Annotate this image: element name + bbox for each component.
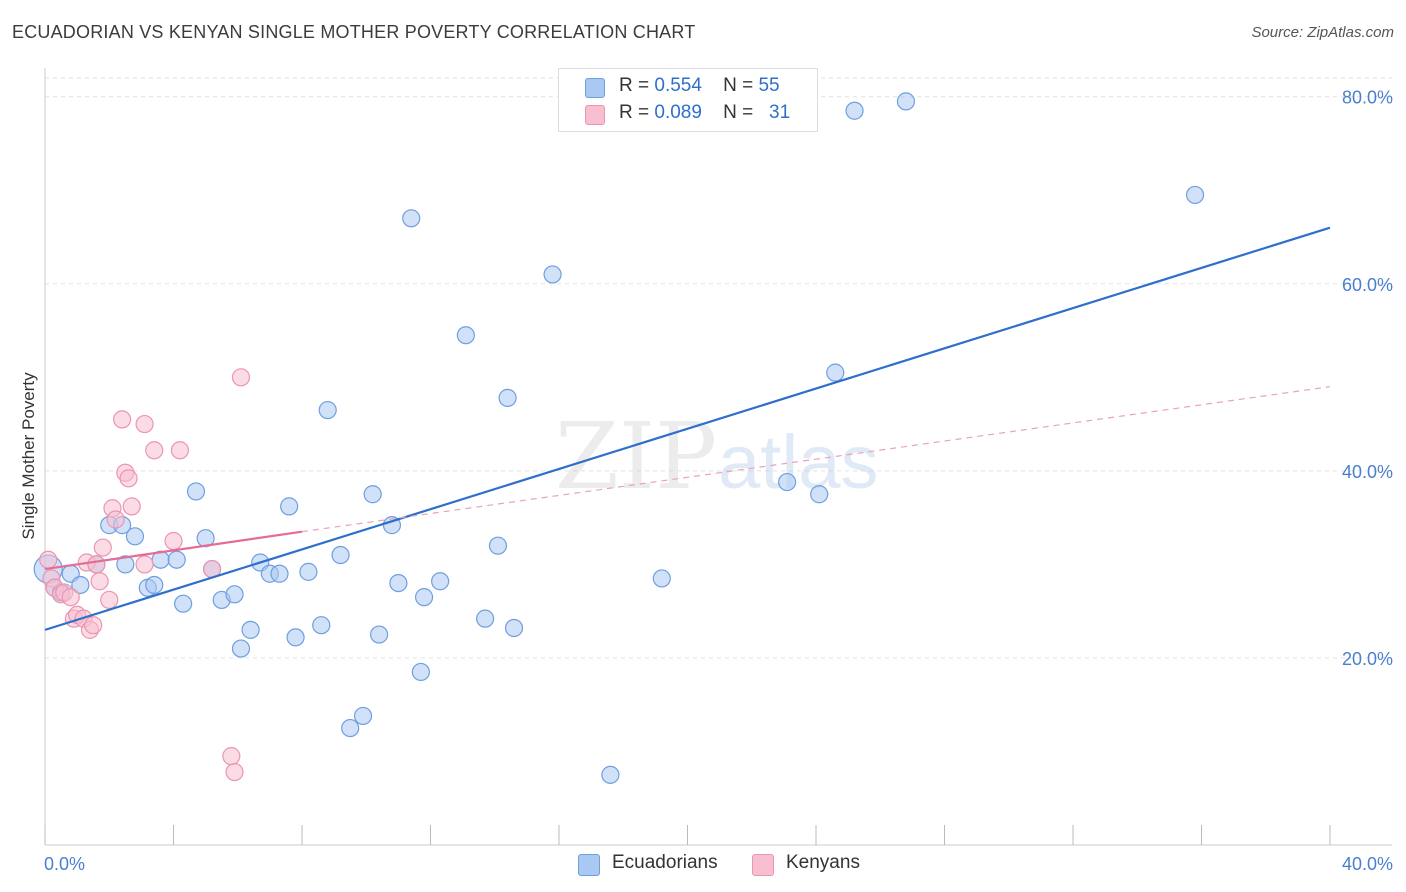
legend-n-value: 31 (769, 102, 791, 123)
y-tick-label: 40.0% (1342, 462, 1393, 482)
legend-swatch-kenyans (585, 105, 605, 125)
ecuadorians-point (299, 562, 318, 581)
ecuadorians-point (270, 564, 289, 583)
ecuadorians-point (286, 628, 305, 647)
ecuadorians-trend-line (44, 226, 1331, 631)
ecuadorians-point (431, 572, 450, 591)
kenyans-point (39, 550, 58, 569)
kenyans-point (112, 410, 132, 429)
legend-r-label: R = (619, 102, 650, 123)
bottom-legend-label: Ecuadorians (612, 852, 718, 873)
legend-swatch-ecuadorians (585, 78, 605, 98)
ecuadorians-point (845, 101, 864, 120)
ecuadorians-point (389, 573, 408, 593)
legend-n-label: N = (723, 75, 754, 96)
y-tick-label: 80.0% (1342, 88, 1393, 108)
ecuadorians-point (125, 527, 145, 546)
ecuadorians-point (353, 706, 373, 726)
ecuadorians-point (174, 594, 193, 613)
ecuadorians-point (777, 472, 797, 492)
ecuadorians-point (498, 388, 517, 407)
legend-r-label: R = (619, 75, 650, 96)
ecuadorians-point (318, 400, 337, 420)
ecuadorians-point (145, 575, 164, 595)
ecuadorians-point (601, 765, 620, 784)
ecuadorians-point (280, 497, 299, 516)
ecuadorians-point (167, 550, 186, 569)
y-tick-label: 20.0% (1342, 649, 1393, 669)
ecuadorians-point (810, 485, 829, 504)
ecuadorians-point (896, 92, 916, 111)
legend-text: R = 0.089 N = 31 (619, 102, 790, 124)
bottom-legend-swatch-kenyans (752, 854, 774, 876)
kenyans-point (170, 441, 190, 460)
kenyans-point (135, 414, 154, 434)
correlation-legend: R = 0.554 N = 55 R = 0.089 N = 31 (558, 68, 818, 132)
axes (44, 68, 1392, 846)
kenyans-trend-line (44, 530, 303, 571)
kenyans-point (225, 762, 244, 782)
watermark-atlas: atlas (718, 420, 879, 505)
legend-text: R = 0.554 N = 55 (619, 75, 780, 97)
ecuadorians-point (504, 618, 524, 638)
ecuadorians-point (71, 575, 90, 595)
watermark-zip: ZIP (555, 403, 717, 510)
legend-r-value: 0.089 (654, 102, 702, 123)
ecuadorians-point (543, 265, 562, 284)
kenyans-point (119, 469, 138, 488)
ecuadorians-point (341, 718, 360, 738)
y-tick-label: 60.0% (1342, 275, 1393, 295)
source-credit: Source: ZipAtlas.com (1251, 24, 1394, 41)
kenyans-point (122, 497, 141, 516)
ecuadorians-point (476, 609, 495, 628)
kenyans-point (135, 555, 154, 574)
kenyans-point (106, 510, 125, 529)
ecuadorians-point (1185, 185, 1205, 205)
ecuadorians-point (456, 326, 475, 345)
legend-r-value: 0.554 (654, 75, 702, 96)
x-tick-label: 0.0% (44, 854, 85, 874)
bottom-legend-label: Kenyans (786, 852, 860, 873)
ecuadorians-points (33, 92, 1205, 784)
kenyans-point (231, 368, 251, 387)
ecuadorians-point (652, 569, 671, 588)
ecuadorians-point (116, 555, 135, 574)
x-tick-label: 40.0% (1342, 854, 1393, 874)
ecuadorians-point (231, 639, 251, 658)
ecuadorians-point (402, 209, 421, 228)
legend-n-value: 55 (758, 75, 780, 96)
kenyans-point (84, 616, 103, 635)
chart-title: ECUADORIAN VS KENYAN SINGLE MOTHER POVER… (12, 22, 696, 42)
kenyans-point (61, 588, 80, 607)
ecuadorians-point (331, 545, 350, 565)
bottom-legend-swatch-ecuadorians (578, 854, 600, 876)
y-axis-label: Single Mother Poverty (19, 372, 38, 540)
kenyans-point (90, 572, 109, 591)
kenyans-trend-line-extension (301, 386, 1331, 533)
ecuadorians-point (488, 536, 508, 555)
ecuadorians-point (414, 588, 434, 607)
ecuadorians-point (312, 616, 331, 635)
kenyans-point (145, 441, 164, 460)
ecuadorians-point (411, 662, 430, 682)
ecuadorians-point (363, 485, 382, 504)
grid-lines (45, 77, 1392, 659)
trend-lines (44, 226, 1331, 631)
ecuadorians-point (186, 482, 206, 501)
kenyans-point (164, 531, 183, 551)
kenyans-point (93, 538, 112, 557)
kenyans-point (87, 555, 106, 574)
kenyans-point (222, 747, 241, 766)
ecuadorians-point (826, 363, 845, 382)
legend-n-label: N = (723, 102, 754, 123)
kenyans-point (100, 590, 119, 610)
ecuadorians-point (225, 585, 244, 604)
ecuadorians-point (370, 625, 389, 644)
watermark: ZIP atlas (555, 403, 879, 510)
tick-labels: 20.0% 40.0% 60.0% 80.0% 0.0% 40.0% (44, 88, 1393, 874)
ecuadorians-point (241, 620, 260, 639)
